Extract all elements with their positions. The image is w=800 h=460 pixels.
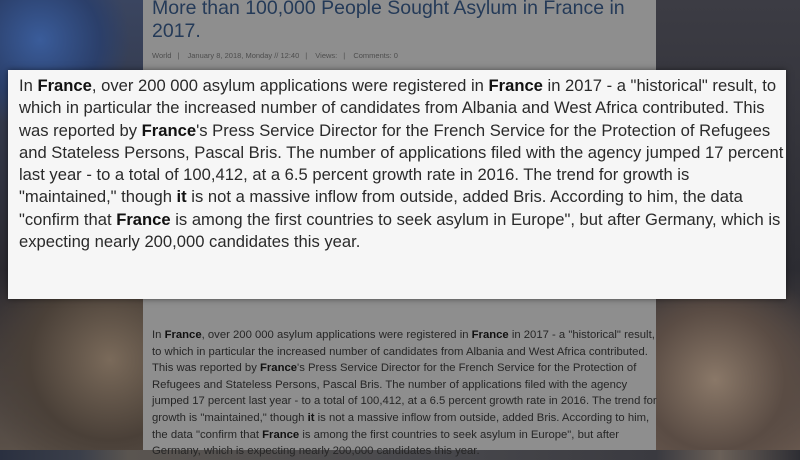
text-segment: In xyxy=(19,76,38,95)
meta-comments[interactable]: Comments: 0 xyxy=(353,51,398,60)
text-segment: in 2017 - a "historical" result, to whic… xyxy=(19,76,777,140)
zoomed-article-body: In France, over 200 000 asylum applicati… xyxy=(19,75,789,253)
text-segment: is not a massive inflow from outside, ad… xyxy=(152,411,650,441)
bold-text-segment: France xyxy=(471,329,509,341)
bold-text-segment: France xyxy=(488,76,543,95)
text-segment: , over 200 000 asylum applications were … xyxy=(201,329,472,341)
zoomed-quote-overlay: In France, over 200 000 asylum applicati… xyxy=(8,70,786,299)
text-segment: , over 200 000 asylum applications were … xyxy=(91,76,489,95)
bold-text-segment: it xyxy=(176,187,187,207)
text-segment: 's Press Service Director for the French… xyxy=(19,120,784,207)
meta-views: Views: xyxy=(315,51,338,60)
meta-category[interactable]: World xyxy=(152,51,172,60)
text-segment: is not a massive inflow from outside, ad… xyxy=(19,187,743,229)
bold-text-segment: it xyxy=(307,411,315,424)
text-segment: In xyxy=(152,329,165,341)
meta-date: January 8, 2018, Monday // 12:40 xyxy=(187,51,300,60)
text-segment: is among the first countries to seek asy… xyxy=(19,209,781,252)
bold-text-segment: France xyxy=(37,76,92,95)
bold-text-segment: France xyxy=(262,428,300,441)
article-body: In France, over 200 000 asylum applicati… xyxy=(152,327,657,460)
text-segment: in 2017 - a "historical" result, to whic… xyxy=(152,329,655,375)
bold-text-segment: France xyxy=(164,329,202,341)
bold-text-segment: France xyxy=(260,362,298,375)
bold-text-segment: France xyxy=(141,120,197,140)
text-segment: 's Press Service Director for the French… xyxy=(152,362,657,424)
bold-text-segment: France xyxy=(116,209,171,229)
article-title[interactable]: More than 100,000 People Sought Asylum i… xyxy=(152,0,625,42)
article-meta: World | January 8, 2018, Monday // 12:40 |… xyxy=(152,51,398,60)
